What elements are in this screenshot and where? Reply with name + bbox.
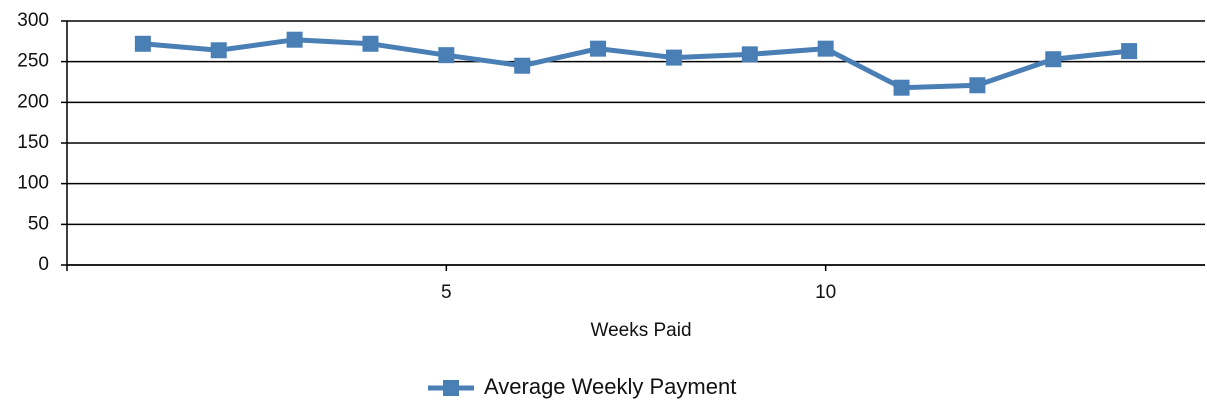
x-axis-label: Weeks Paid bbox=[590, 320, 691, 341]
legend-marker bbox=[443, 380, 459, 396]
y-tick-label: 200 bbox=[17, 91, 49, 112]
y-tick-label: 100 bbox=[17, 173, 49, 194]
marker bbox=[817, 40, 834, 57]
y-tick-label: 50 bbox=[28, 213, 49, 234]
line bbox=[142, 37, 1130, 91]
x-tick-label: 5 bbox=[441, 282, 452, 303]
marker bbox=[362, 35, 379, 52]
marker bbox=[969, 77, 986, 94]
marker bbox=[286, 31, 303, 48]
marker bbox=[210, 42, 227, 59]
marker bbox=[893, 79, 910, 96]
marker bbox=[438, 47, 455, 64]
marker bbox=[741, 46, 758, 63]
marker bbox=[1121, 43, 1138, 60]
y-tick-label: 150 bbox=[17, 132, 49, 153]
marker bbox=[590, 40, 607, 57]
marker bbox=[514, 57, 531, 74]
legend-label: Average Weekly Payment bbox=[484, 374, 736, 399]
y-tick-label: 250 bbox=[17, 51, 49, 72]
x-tick-label: 10 bbox=[815, 282, 836, 303]
marker bbox=[1045, 51, 1062, 68]
marker bbox=[665, 49, 682, 66]
y-tick-label: 300 bbox=[17, 10, 49, 31]
y-tick-label: 0 bbox=[38, 254, 49, 275]
marker bbox=[134, 35, 151, 52]
